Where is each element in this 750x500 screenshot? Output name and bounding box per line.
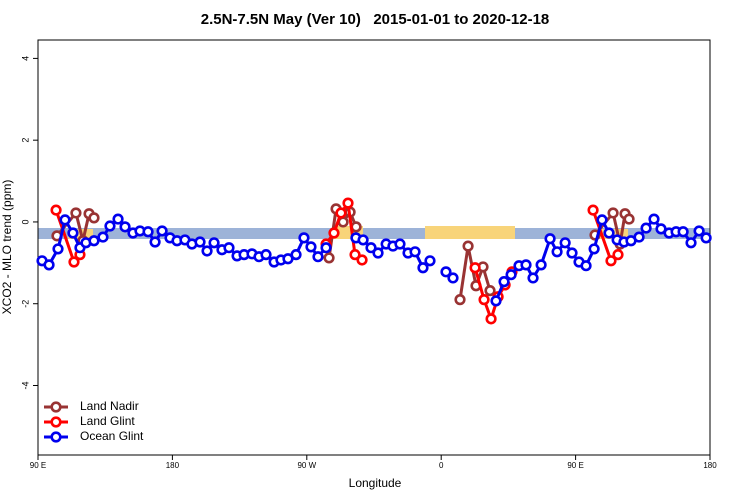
point [290, 249, 302, 261]
point [520, 259, 532, 271]
point [527, 272, 539, 284]
point [312, 251, 324, 263]
point [342, 197, 354, 209]
point [194, 236, 206, 248]
y-tick-label: -2 [20, 300, 30, 308]
point [50, 204, 62, 216]
point [640, 222, 652, 234]
point [478, 294, 490, 306]
point [535, 259, 547, 271]
legend-marker [50, 416, 62, 428]
point [603, 227, 615, 239]
point [320, 242, 332, 254]
x-tick-label: 0 [439, 461, 444, 470]
point [104, 220, 116, 232]
point [580, 260, 592, 272]
point [119, 221, 131, 233]
point [648, 213, 660, 225]
ocean-band [38, 228, 710, 239]
land-patch [425, 226, 515, 239]
point [356, 254, 368, 266]
point [633, 231, 645, 243]
point [156, 225, 168, 237]
point [67, 227, 79, 239]
point [409, 246, 421, 258]
point [88, 235, 100, 247]
y-tick-label: 2 [20, 138, 30, 143]
point [588, 243, 600, 255]
point [551, 246, 563, 258]
point [112, 213, 124, 225]
point [454, 294, 466, 306]
point [323, 252, 335, 264]
x-tick-label: 90 W [297, 461, 316, 470]
point [623, 213, 635, 225]
x-tick-label: 90 E [567, 461, 583, 470]
point [607, 207, 619, 219]
plot-frame [37, 39, 711, 456]
point [149, 236, 161, 248]
point [52, 243, 64, 255]
series-line [54, 199, 619, 324]
point [693, 225, 705, 237]
legend-marker [50, 401, 62, 413]
y-axis-label: XCO2 - MLO trend (ppm) [0, 180, 14, 315]
point [335, 207, 347, 219]
point [485, 313, 497, 325]
point [447, 272, 459, 284]
point [498, 276, 510, 288]
point [305, 241, 317, 253]
point [201, 245, 213, 257]
point [440, 266, 452, 278]
point [700, 232, 712, 244]
y-tick-label: 0 [20, 219, 30, 224]
point [469, 262, 481, 274]
point [484, 285, 496, 297]
point [544, 233, 556, 245]
point [462, 240, 474, 252]
y-tick-label: -4 [20, 381, 30, 389]
point [59, 214, 71, 226]
point [394, 238, 406, 250]
point [424, 255, 436, 267]
point [298, 232, 310, 244]
legend-label: Land Glint [80, 414, 135, 428]
point [223, 242, 235, 254]
point [97, 231, 109, 243]
point [559, 237, 571, 249]
point [685, 237, 697, 249]
point [677, 226, 689, 238]
point [612, 249, 624, 261]
point [208, 237, 220, 249]
point [142, 226, 154, 238]
point [605, 255, 617, 267]
legend-label: Land Nadir [80, 399, 139, 413]
point [88, 212, 100, 224]
point [365, 242, 377, 254]
point [505, 269, 517, 281]
point [70, 207, 82, 219]
point [566, 247, 578, 259]
point [349, 249, 361, 261]
x-tick-label: 180 [166, 461, 180, 470]
legend-label: Ocean Glint [80, 429, 144, 443]
legend-marker [50, 431, 62, 443]
x-tick-label: 180 [703, 461, 717, 470]
x-axis-label: Longitude [349, 476, 402, 490]
chart-title: 2.5N-7.5N May (Ver 10) 2015-01-01 to 202… [201, 11, 550, 28]
point [417, 262, 429, 274]
y-tick-label: 4 [20, 56, 30, 61]
point [372, 247, 384, 259]
point [68, 256, 80, 268]
point [596, 214, 608, 226]
point [357, 234, 369, 246]
point [260, 249, 272, 261]
x-tick-label: 90 E [30, 461, 46, 470]
point [490, 295, 502, 307]
point [587, 204, 599, 216]
point [328, 227, 340, 239]
point [43, 259, 55, 271]
